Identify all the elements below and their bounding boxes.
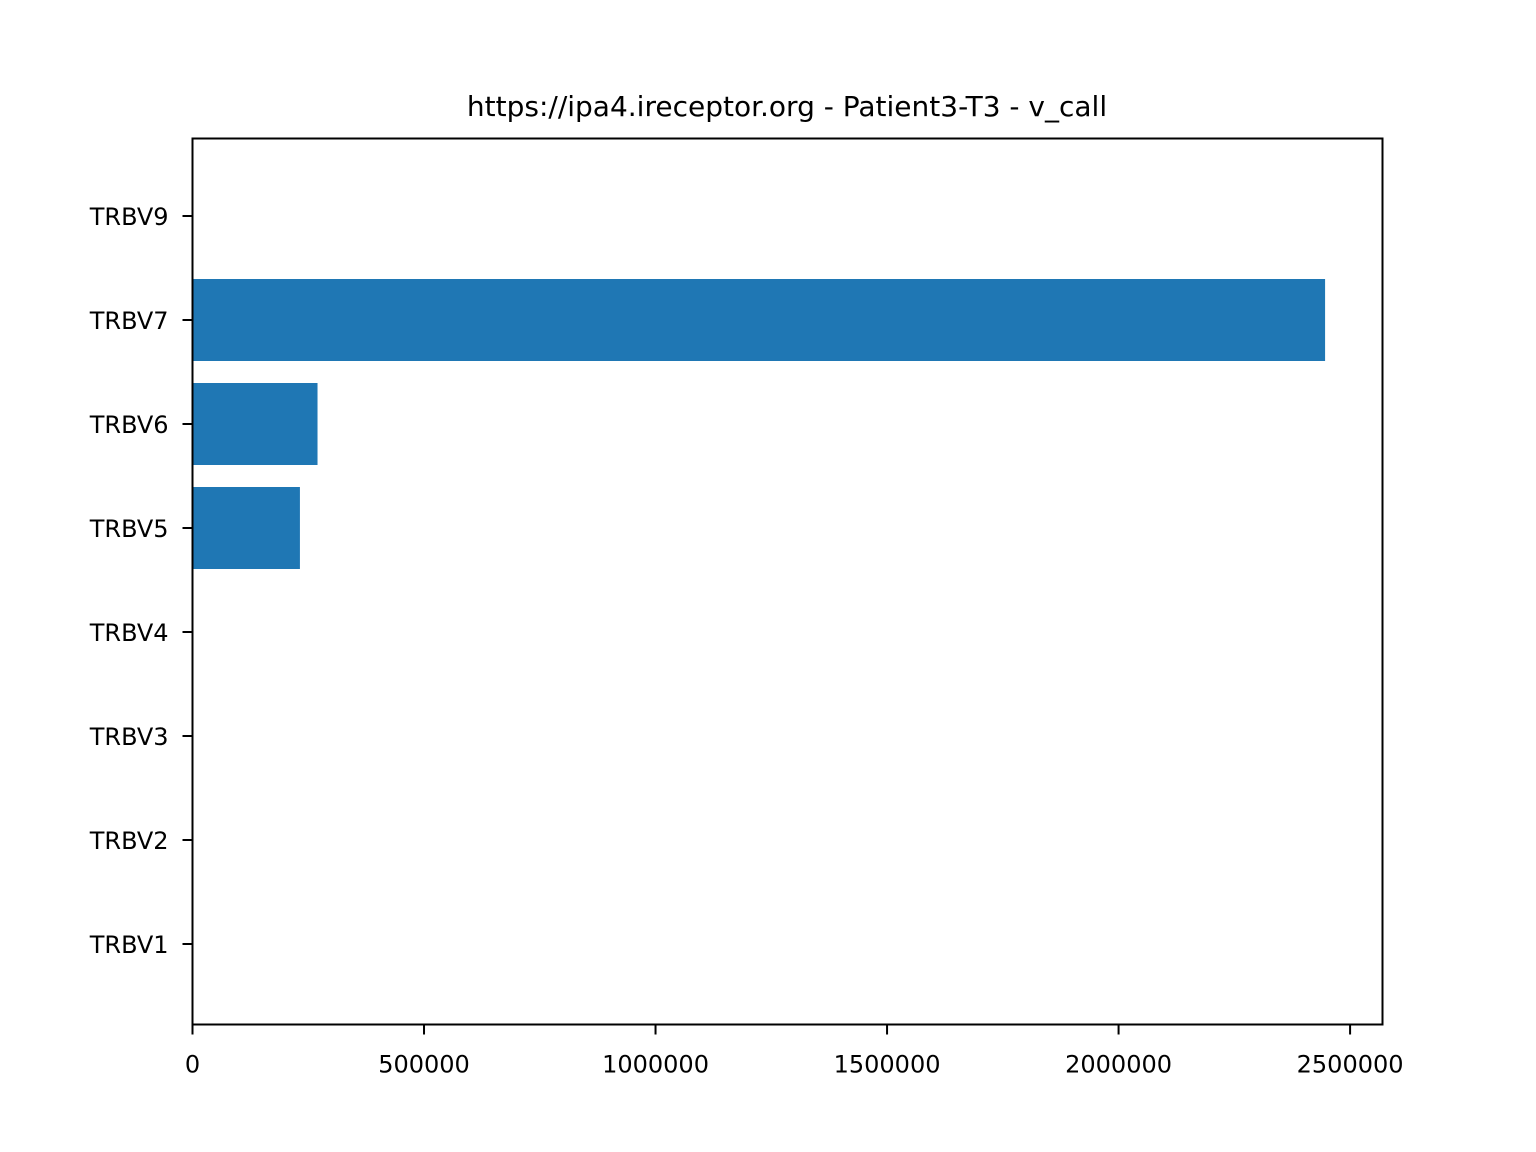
bars-layer: [192, 279, 1326, 673]
y-tick-label: TRBV7: [89, 307, 169, 335]
x-axis-ticks: 0 500000 1000000 1500000 2000000 2500000: [185, 1024, 1404, 1079]
x-tick-label: 2500000: [1297, 1051, 1404, 1079]
bar-trbv7: [192, 279, 1326, 361]
x-tick-label: 500000: [378, 1051, 470, 1079]
y-tick-label: TRBV4: [89, 619, 169, 647]
y-tick-label: TRBV9: [89, 203, 169, 231]
y-axis-ticks: TRBV1 TRBV2 TRBV3 TRBV4 TRBV5 TRBV6 TRBV7 TRBV9: [89, 203, 193, 959]
y-tick-label: TRBV2: [89, 827, 169, 855]
bar-trbv5: [192, 487, 300, 569]
y-tick-label: TRBV1: [89, 931, 169, 959]
chart-title: https://ipa4.ireceptor.org - Patient3-T3…: [467, 90, 1107, 123]
y-tick-label: TRBV5: [89, 515, 169, 543]
y-tick-label: TRBV3: [89, 723, 169, 751]
plot-area-frame: [191, 137, 1384, 1026]
x-tick-label: 2000000: [1065, 1051, 1172, 1079]
x-tick-label: 1500000: [834, 1051, 941, 1079]
x-tick-label: 0: [185, 1051, 200, 1079]
x-tick-label: 1000000: [602, 1051, 709, 1079]
bar-trbv6: [192, 383, 318, 465]
y-tick-label: TRBV6: [89, 411, 169, 439]
